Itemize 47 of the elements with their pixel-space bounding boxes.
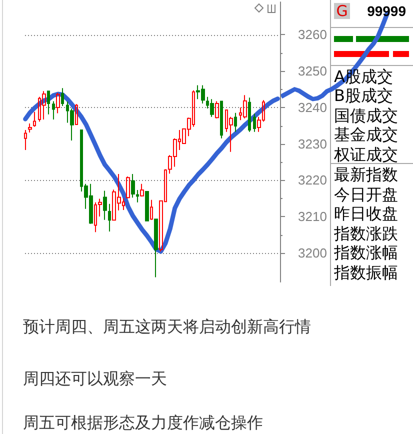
text: 99999 <box>367 3 406 19</box>
candlestick <box>234 112 237 132</box>
candlestick <box>108 203 111 232</box>
candlestick <box>61 88 64 106</box>
candlestick <box>243 94 247 119</box>
text: 指数振幅 <box>334 263 398 282</box>
y-tick-label: 3260 <box>298 27 327 42</box>
candlestick <box>210 98 214 118</box>
candlestick <box>248 97 251 132</box>
text: 指数涨幅 <box>334 243 398 263</box>
text: 昨日收盘 <box>334 204 398 224</box>
text: 周五可根据形态及力度作减仓操作 <box>23 413 263 433</box>
y-tick-label: 3240 <box>298 100 327 115</box>
text: 今日开盘 <box>334 184 398 204</box>
candlestick <box>52 100 55 120</box>
candlestick <box>56 92 60 114</box>
text: 国债成交 <box>334 106 398 125</box>
text: 指数涨跌 <box>334 224 398 244</box>
y-tick-label: 3250 <box>298 64 327 79</box>
y-tick-label: 3200 <box>298 245 327 260</box>
text: 预计周四、周五这两天将启动创新高行情 <box>23 317 311 337</box>
text: 最新指数 <box>334 165 398 184</box>
candlestick <box>145 190 149 222</box>
candlestick <box>24 130 27 150</box>
y-tick-label: 3220 <box>298 172 327 188</box>
candlestick <box>220 100 223 139</box>
candlestick <box>253 113 256 132</box>
text: G <box>334 2 350 20</box>
y-tick-label: 3230 <box>298 136 327 152</box>
candlestick <box>42 90 46 120</box>
text: 基金成交 <box>334 125 398 144</box>
text: B股成交 <box>334 86 393 106</box>
candlestick <box>103 190 107 220</box>
candlestick <box>150 199 153 220</box>
candlestick <box>154 218 158 278</box>
candlestick <box>75 104 78 126</box>
candlestick <box>33 111 36 128</box>
candlestick <box>47 90 50 115</box>
candlestick <box>215 100 219 119</box>
candlestick <box>126 176 130 199</box>
text: 权证成交 <box>334 144 398 164</box>
candlestick <box>140 183 144 198</box>
candlestick <box>28 122 32 134</box>
line-series <box>23 92 280 254</box>
text: 周四还可以观察一天 <box>23 369 167 389</box>
candlestick <box>131 174 135 198</box>
y-tick-label: 3210 <box>298 209 327 224</box>
